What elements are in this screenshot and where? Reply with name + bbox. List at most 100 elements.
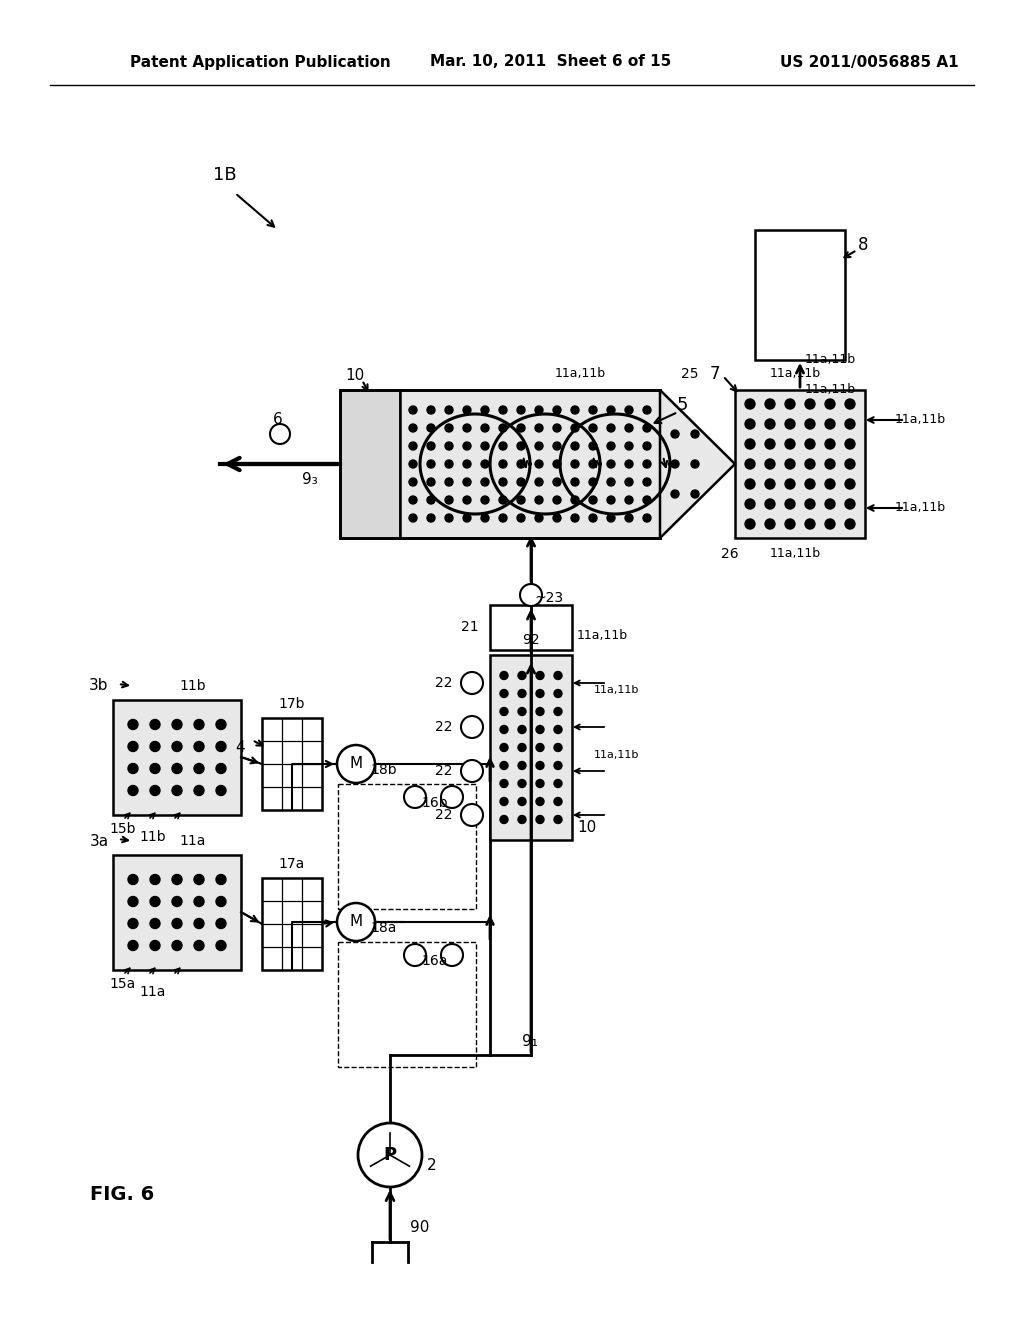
Circle shape bbox=[745, 479, 755, 488]
Text: US 2011/0056885 A1: US 2011/0056885 A1 bbox=[780, 54, 958, 70]
Circle shape bbox=[150, 874, 160, 884]
Text: P: P bbox=[383, 1146, 396, 1164]
Circle shape bbox=[216, 940, 226, 950]
Circle shape bbox=[745, 399, 755, 409]
Circle shape bbox=[536, 797, 544, 805]
Circle shape bbox=[427, 407, 435, 414]
Circle shape bbox=[499, 407, 507, 414]
Circle shape bbox=[445, 496, 453, 504]
Circle shape bbox=[785, 418, 795, 429]
Circle shape bbox=[589, 513, 597, 521]
Text: 15a: 15a bbox=[110, 977, 136, 991]
Text: 22: 22 bbox=[435, 764, 453, 777]
Circle shape bbox=[765, 519, 775, 529]
Circle shape bbox=[607, 513, 615, 521]
Circle shape bbox=[172, 785, 182, 796]
Circle shape bbox=[805, 479, 815, 488]
Text: FIG. 6: FIG. 6 bbox=[90, 1185, 155, 1204]
Circle shape bbox=[553, 424, 561, 432]
Circle shape bbox=[589, 442, 597, 450]
Polygon shape bbox=[660, 389, 735, 539]
Text: 3b: 3b bbox=[89, 678, 109, 693]
Text: 22: 22 bbox=[435, 808, 453, 822]
Circle shape bbox=[607, 442, 615, 450]
Text: 8: 8 bbox=[858, 236, 868, 253]
Circle shape bbox=[553, 407, 561, 414]
Circle shape bbox=[625, 496, 633, 504]
Circle shape bbox=[216, 763, 226, 774]
Circle shape bbox=[825, 519, 835, 529]
Bar bbox=[340, 389, 400, 539]
Circle shape bbox=[499, 496, 507, 504]
Text: 11b: 11b bbox=[179, 678, 206, 693]
Circle shape bbox=[500, 726, 508, 734]
Circle shape bbox=[554, 689, 562, 697]
Circle shape bbox=[554, 726, 562, 734]
Text: 26: 26 bbox=[721, 546, 738, 561]
Circle shape bbox=[409, 459, 417, 469]
Text: 11a,11b: 11a,11b bbox=[594, 685, 640, 696]
Text: 22: 22 bbox=[435, 676, 453, 690]
Circle shape bbox=[825, 479, 835, 488]
Circle shape bbox=[445, 442, 453, 450]
Circle shape bbox=[554, 672, 562, 680]
Bar bbox=[755, 230, 845, 360]
Circle shape bbox=[518, 689, 526, 697]
Circle shape bbox=[571, 407, 579, 414]
Circle shape bbox=[553, 442, 561, 450]
Circle shape bbox=[643, 459, 651, 469]
Text: 9₃: 9₃ bbox=[302, 471, 317, 487]
Text: 6: 6 bbox=[273, 412, 283, 426]
Circle shape bbox=[128, 719, 138, 730]
Text: 11a: 11a bbox=[140, 985, 166, 999]
Circle shape bbox=[445, 513, 453, 521]
Circle shape bbox=[517, 424, 525, 432]
Circle shape bbox=[517, 407, 525, 414]
Circle shape bbox=[518, 816, 526, 824]
Circle shape bbox=[150, 763, 160, 774]
Circle shape bbox=[536, 816, 544, 824]
Text: 7: 7 bbox=[710, 366, 720, 383]
Circle shape bbox=[150, 719, 160, 730]
Circle shape bbox=[536, 726, 544, 734]
Text: 2: 2 bbox=[427, 1158, 437, 1172]
Circle shape bbox=[745, 499, 755, 510]
Circle shape bbox=[409, 424, 417, 432]
Circle shape bbox=[194, 719, 204, 730]
Circle shape bbox=[571, 459, 579, 469]
Text: 90: 90 bbox=[411, 1220, 430, 1234]
Circle shape bbox=[845, 399, 855, 409]
Circle shape bbox=[427, 424, 435, 432]
Bar bbox=[338, 784, 476, 909]
Circle shape bbox=[785, 499, 795, 510]
Circle shape bbox=[216, 919, 226, 928]
Circle shape bbox=[765, 499, 775, 510]
Circle shape bbox=[554, 797, 562, 805]
Bar bbox=[490, 655, 572, 840]
Circle shape bbox=[589, 407, 597, 414]
Circle shape bbox=[765, 399, 775, 409]
Circle shape bbox=[427, 513, 435, 521]
Circle shape bbox=[404, 785, 426, 808]
Circle shape bbox=[625, 424, 633, 432]
Text: 11a,11b: 11a,11b bbox=[594, 750, 640, 760]
Circle shape bbox=[785, 519, 795, 529]
Circle shape bbox=[607, 496, 615, 504]
Circle shape bbox=[445, 424, 453, 432]
Circle shape bbox=[172, 763, 182, 774]
Circle shape bbox=[500, 780, 508, 788]
Circle shape bbox=[463, 513, 471, 521]
Circle shape bbox=[554, 816, 562, 824]
Circle shape bbox=[172, 896, 182, 907]
Bar bbox=[262, 878, 322, 970]
Bar bbox=[400, 389, 660, 539]
Circle shape bbox=[481, 513, 489, 521]
Circle shape bbox=[517, 513, 525, 521]
Circle shape bbox=[571, 496, 579, 504]
Circle shape bbox=[607, 407, 615, 414]
Text: 11a,11b: 11a,11b bbox=[577, 628, 628, 642]
Circle shape bbox=[785, 399, 795, 409]
Circle shape bbox=[463, 496, 471, 504]
Circle shape bbox=[445, 478, 453, 486]
Circle shape bbox=[691, 430, 699, 438]
